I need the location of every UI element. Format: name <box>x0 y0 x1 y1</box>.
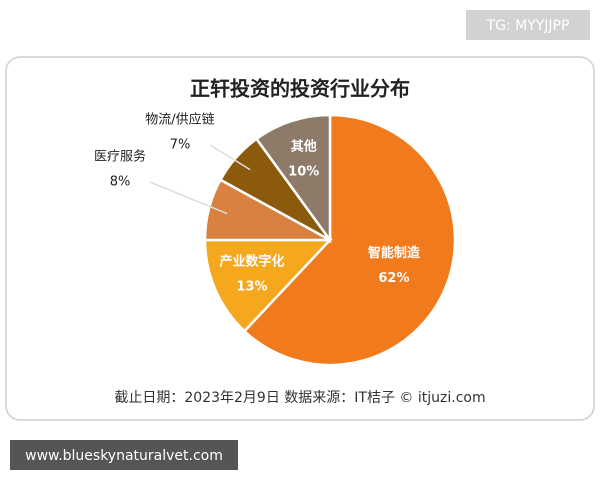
value-label: 8% <box>110 175 131 190</box>
leader-line <box>149 181 228 215</box>
pie-slice <box>203 238 333 333</box>
url-box <box>10 440 238 470</box>
value-label: 13% <box>236 279 267 294</box>
pie-slice <box>242 113 457 367</box>
pie-slice <box>254 113 332 244</box>
category-label: 物流/供应链 <box>145 112 214 128</box>
tag-text: TG: MYYJJPP <box>486 18 570 34</box>
value-label: 62% <box>378 271 409 286</box>
leader-line <box>209 144 251 171</box>
category-label: 其他 <box>291 139 317 155</box>
tag-box <box>466 10 590 40</box>
chart-title: 正轩投资的投资行业分布 <box>190 77 410 101</box>
note: 截止日期：2023年2月9日 数据来源：IT桔子 © itjuzi.com <box>114 390 485 406</box>
category-label: 智能制造 <box>368 245 421 261</box>
category-label: 医疗服务 <box>94 149 146 165</box>
category-label: 产业数字化 <box>219 253 284 269</box>
url-text: www.blueskynaturalvet.com <box>25 448 223 464</box>
value-label: 7% <box>170 138 191 153</box>
value-label: 10% <box>288 165 319 180</box>
pie: 智能制造 62% 产业数字化 13% 医疗服务 8% 物流/供应链 7% 其他 10% <box>94 112 457 367</box>
